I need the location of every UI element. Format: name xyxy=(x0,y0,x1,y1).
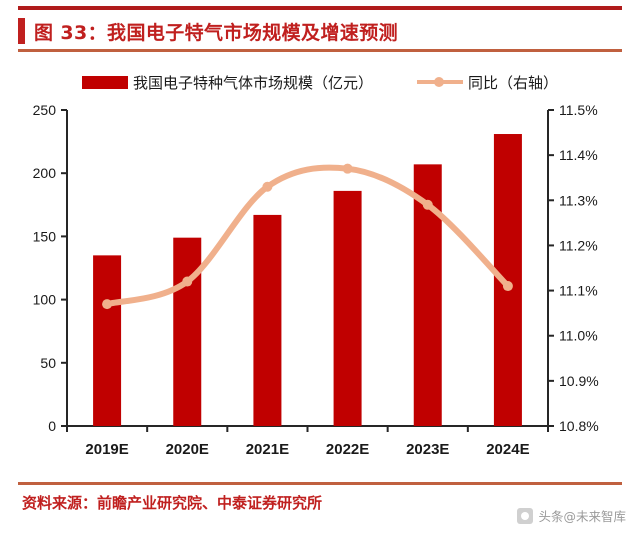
bar-series xyxy=(93,134,522,426)
bar-2021E xyxy=(253,214,282,426)
left-axis-tick-label: 0 xyxy=(48,418,56,434)
right-axis-tick-label: 11.5% xyxy=(559,102,598,118)
right-axis-tick-label: 10.8% xyxy=(559,418,599,434)
line-point-2023E xyxy=(422,199,433,210)
line-point-2024E xyxy=(502,281,513,292)
x-axis-label-2020E: 2020E xyxy=(166,441,209,458)
x-axis-label-2024E: 2024E xyxy=(486,441,529,458)
bar-2020E xyxy=(173,237,202,426)
right-axis-tick-label: 11.2% xyxy=(559,237,598,253)
x-axis-label-2022E: 2022E xyxy=(326,441,369,458)
legend-item-market-size: 我国电子特种气体市场规模（亿元） xyxy=(81,72,373,93)
chart-legend: 我国电子特种气体市场规模（亿元） 同比（右轴） xyxy=(18,68,622,96)
watermark-text: 头条@未来智库 xyxy=(538,509,626,524)
line-point-2022E xyxy=(342,163,353,174)
growth-rate-line xyxy=(104,164,511,308)
bar-2024E xyxy=(493,134,522,426)
watermark: 头条@未来智库 xyxy=(517,506,626,525)
left-axis-tick-label: 50 xyxy=(40,355,56,371)
left-axis-tick-label: 200 xyxy=(33,165,57,181)
right-axis-tick-label: 11.4% xyxy=(559,147,598,163)
footer-rule xyxy=(18,482,622,485)
right-axis-tick-label: 11.0% xyxy=(559,328,598,344)
circle-logo-icon xyxy=(517,507,534,524)
legend-line-swatch-icon xyxy=(417,75,463,89)
left-axis-tick-label: 100 xyxy=(33,292,57,308)
category-axis: 2019E 2020E 2021E 2022E 2023E 2024E xyxy=(66,426,549,458)
bar-2019E xyxy=(93,255,122,426)
figure-title-block: 图 33：我国电子特气市场规模及增速预测 xyxy=(18,14,622,48)
source-note: 资料来源：前瞻产业研究院、中泰证券研究所 xyxy=(22,494,323,512)
line-point-2020E xyxy=(182,276,193,287)
x-axis-label-2019E: 2019E xyxy=(85,441,128,458)
bar-2022E xyxy=(333,190,362,426)
legend-item-growth-rate: 同比（右轴） xyxy=(417,72,558,93)
title-rule-top xyxy=(18,6,622,10)
right-axis-tick-label: 10.9% xyxy=(559,373,599,389)
left-axis-tick-label: 250 xyxy=(33,102,57,118)
chart-plot-area: 0 50 100 150 200 250 10.8% 10.9% 11.0% 11.1% 11.2… xyxy=(0,96,640,471)
line-point-2019E xyxy=(102,299,113,310)
title-accent-bar xyxy=(18,18,25,44)
right-axis-tick-label: 11.1% xyxy=(559,283,598,299)
x-axis-label-2021E: 2021E xyxy=(246,441,289,458)
left-axis-tick-label: 150 xyxy=(33,228,57,244)
right-axis-tick-label: 11.3% xyxy=(559,192,598,208)
title-rule-bottom xyxy=(18,49,622,52)
right-axis: 10.8% 10.9% 11.0% 11.1% 11.2% 11.3% 11.4% 11.5% xyxy=(547,102,599,434)
chart-svg: 0 50 100 150 200 250 10.8% 10.9% 11.0% 11.1% 11.2… xyxy=(33,102,599,458)
line-point-2021E xyxy=(262,181,273,192)
legend-label-market-size: 我国电子特种气体市场规模（亿元） xyxy=(132,73,373,92)
legend-label-growth-rate: 同比（右轴） xyxy=(468,73,559,92)
line-series xyxy=(102,163,513,310)
x-axis-label-2023E: 2023E xyxy=(406,441,449,458)
legend-bar-swatch-icon xyxy=(81,75,128,89)
page-title: 图 33：我国电子特气市场规模及增速预测 xyxy=(34,21,399,44)
